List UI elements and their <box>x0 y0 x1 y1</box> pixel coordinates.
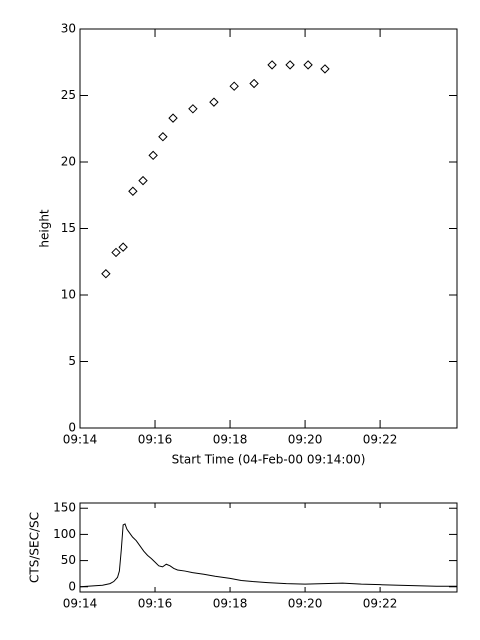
x-tick-label: 09:14 <box>63 597 98 611</box>
x-tick-label: 09:20 <box>288 597 323 611</box>
marker <box>168 113 178 123</box>
y-axis-label: height <box>38 209 52 248</box>
x-tick-label: 09:22 <box>363 597 398 611</box>
y-tick-label: 0 <box>68 579 76 593</box>
marker <box>229 81 239 91</box>
y-tick-label: 5 <box>68 354 76 368</box>
marker <box>158 132 168 142</box>
marker <box>111 247 121 258</box>
plot-frame <box>79 28 458 429</box>
marker <box>209 97 219 107</box>
marker <box>148 150 158 161</box>
plot-frame <box>79 502 458 593</box>
marker <box>101 269 111 279</box>
marker <box>320 64 330 74</box>
marker <box>303 60 313 70</box>
marker <box>267 60 277 70</box>
x-tick-label: 09:20 <box>288 433 323 447</box>
marker <box>188 104 198 114</box>
y-axis-label: CTS/SEC/SC <box>28 512 42 583</box>
marker <box>118 242 128 252</box>
y-tick-label: 20 <box>61 155 76 169</box>
series-line <box>79 523 457 588</box>
x-tick-label: 09:22 <box>363 433 398 447</box>
x-tick-label: 09:16 <box>138 597 173 611</box>
y-tick-label: 0 <box>68 421 76 435</box>
marker <box>128 186 138 196</box>
x-tick-label: 09:14 <box>63 433 98 447</box>
x-axis-label: Start Time (04-Feb-00 09:14:00) <box>172 453 366 467</box>
marker <box>285 60 295 70</box>
y-tick-label: 30 <box>61 22 76 36</box>
x-tick-label: 09:18 <box>213 597 248 611</box>
x-tick-label: 09:18 <box>213 433 248 447</box>
y-tick-label: 10 <box>61 288 76 302</box>
y-tick-label: 15 <box>61 221 76 235</box>
y-tick-label: 25 <box>61 88 76 102</box>
y-tick-label: 100 <box>53 527 76 541</box>
marker <box>138 175 148 186</box>
y-tick-label: 50 <box>61 553 76 567</box>
x-tick-label: 09:16 <box>138 433 173 447</box>
marker <box>249 78 259 89</box>
y-tick-label: 150 <box>53 501 76 515</box>
